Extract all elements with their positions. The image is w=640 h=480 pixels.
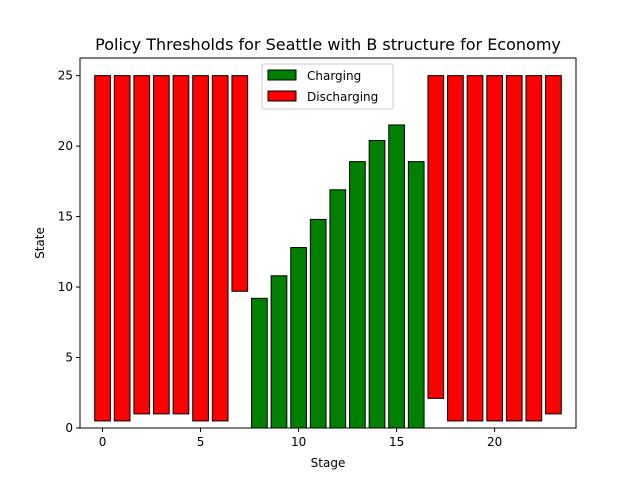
bar-discharging-stage-20 (486, 75, 503, 422)
x-tick-label: 0 (99, 435, 107, 449)
x-tick-label: 20 (487, 435, 502, 449)
x-axis-ticks: 0 5 10 15 20 (99, 428, 502, 449)
bar-charging-stage-12 (329, 189, 347, 429)
bar-discharging-stage-19 (466, 75, 484, 422)
chart-title: Policy Thresholds for Seattle with B str… (95, 35, 561, 54)
bar-discharging-stage-2 (133, 75, 151, 415)
plot-frame (79, 57, 577, 429)
y-tick-label: 0 (65, 421, 73, 435)
x-tick-label: 10 (291, 435, 306, 449)
y-axis-ticks: 0 5 10 15 20 25 (58, 69, 80, 435)
bar-discharging-stage-7 (231, 75, 249, 292)
y-tick-label: 20 (58, 139, 73, 153)
bar-discharging-stage-17 (427, 75, 445, 399)
x-axis-label: Stage (311, 456, 346, 470)
bar-discharging-stage-0 (94, 75, 111, 422)
bar-discharging-stage-23 (545, 75, 562, 415)
y-tick-label: 25 (58, 69, 73, 83)
bar-charging-stage-16 (407, 161, 425, 429)
x-tick-label: 5 (197, 435, 205, 449)
bar-charging-stage-11 (309, 218, 327, 429)
bar-discharging-stage-22 (525, 75, 543, 422)
bar-charging-stage-13 (349, 161, 366, 429)
legend: Charging Discharging (261, 63, 394, 110)
x-tick-label: 15 (389, 435, 404, 449)
y-tick-label: 10 (58, 280, 73, 294)
bar-discharging-stage-1 (113, 75, 131, 422)
y-tick-label: 5 (65, 351, 73, 365)
bar-discharging-stage-4 (172, 75, 190, 415)
bar-discharging-stage-6 (211, 75, 229, 422)
bar-discharging-stage-5 (192, 75, 209, 422)
legend-swatch-discharging (267, 90, 297, 102)
bar-discharging-stage-21 (505, 75, 523, 422)
bar-discharging-stage-18 (447, 75, 464, 422)
legend-label-discharging: Discharging (307, 90, 378, 104)
y-tick-label: 15 (58, 210, 73, 224)
bar-charging-stage-8 (251, 297, 268, 429)
bar-charging-stage-15 (388, 124, 405, 429)
bar-charging-stage-10 (290, 247, 307, 429)
legend-swatch-charging (267, 69, 297, 81)
y-axis-label: State (33, 227, 47, 259)
bars-layer (94, 75, 562, 429)
legend-label-charging: Charging (307, 69, 361, 83)
bar-discharging-stage-3 (153, 75, 170, 415)
bar-charging-stage-14 (368, 139, 386, 429)
bar-charging-stage-9 (270, 275, 288, 429)
